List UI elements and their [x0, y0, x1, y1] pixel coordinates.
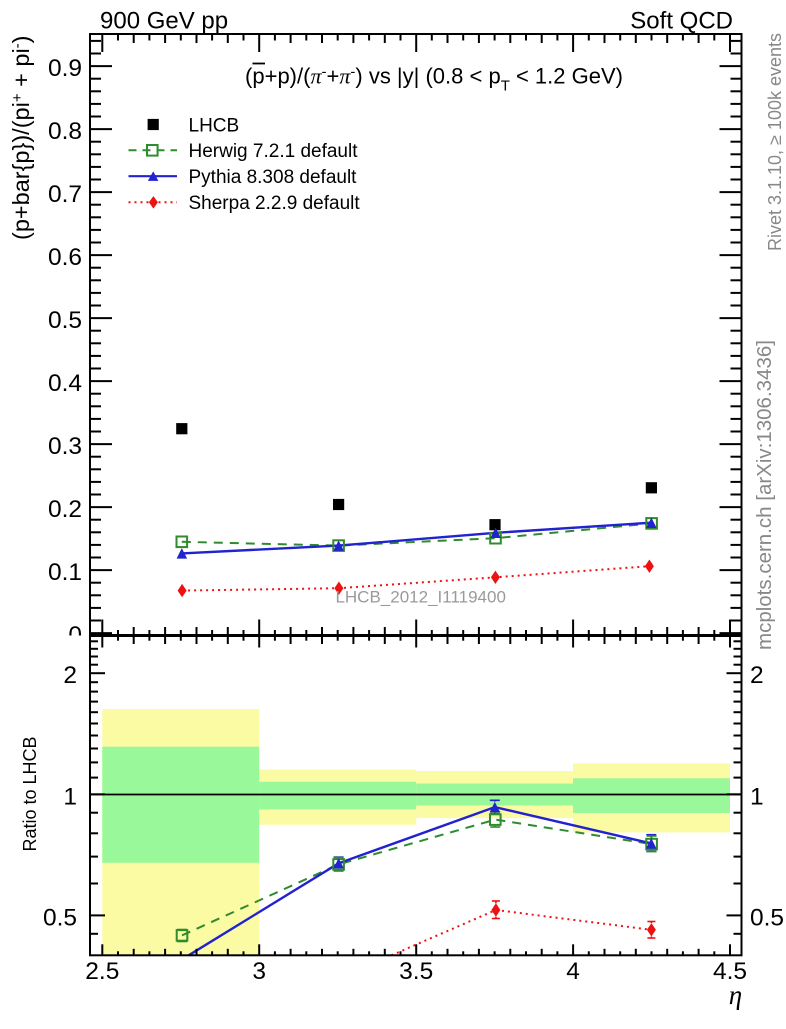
- svg-text:η: η: [729, 980, 742, 1010]
- svg-text:Soft QCD: Soft QCD: [630, 8, 733, 35]
- svg-text:4: 4: [566, 958, 580, 985]
- svg-text:Sherpa 2.2.9 default: Sherpa 2.2.9 default: [189, 193, 361, 214]
- svg-text:0.6: 0.6: [48, 244, 82, 271]
- svg-text:mcplots.cern.ch [arXiv:1306.34: mcplots.cern.ch [arXiv:1306.3436]: [753, 340, 776, 650]
- svg-text:(p+bar{p})/(pi+ + pi-): (p+bar{p})/(pi+ + pi-): [8, 36, 34, 241]
- svg-text:3: 3: [252, 958, 266, 985]
- svg-text:0.5: 0.5: [48, 307, 82, 334]
- svg-text:2.5: 2.5: [85, 958, 119, 985]
- svg-text:LHCB: LHCB: [189, 115, 240, 136]
- svg-text:0.5: 0.5: [43, 904, 77, 931]
- svg-text:1: 1: [750, 783, 764, 810]
- svg-text:900 GeV pp: 900 GeV pp: [100, 8, 228, 35]
- svg-text:0.3: 0.3: [48, 433, 82, 460]
- svg-text:Rivet 3.1.10, ≥ 100k events: Rivet 3.1.10, ≥ 100k events: [765, 33, 785, 251]
- svg-text:Pythia 8.308 default: Pythia 8.308 default: [189, 167, 358, 188]
- svg-text:0.7: 0.7: [48, 181, 82, 208]
- svg-text:2: 2: [750, 662, 764, 689]
- svg-text:4.5: 4.5: [713, 958, 747, 985]
- svg-text:0.2: 0.2: [48, 496, 82, 523]
- svg-text:0.8: 0.8: [48, 118, 82, 145]
- svg-text:2: 2: [63, 662, 77, 689]
- svg-text:0.4: 0.4: [48, 370, 82, 397]
- svg-text:LHCB_2012_I1119400: LHCB_2012_I1119400: [335, 588, 505, 607]
- svg-text:0.5: 0.5: [750, 904, 784, 931]
- svg-text:Herwig 7.2.1 default: Herwig 7.2.1 default: [189, 141, 359, 162]
- svg-text:0.1: 0.1: [48, 559, 82, 586]
- svg-text:0.9: 0.9: [48, 55, 82, 82]
- svg-text:1: 1: [63, 783, 77, 810]
- svg-text:3.5: 3.5: [399, 958, 433, 985]
- svg-text:Ratio to LHCB: Ratio to LHCB: [20, 736, 40, 851]
